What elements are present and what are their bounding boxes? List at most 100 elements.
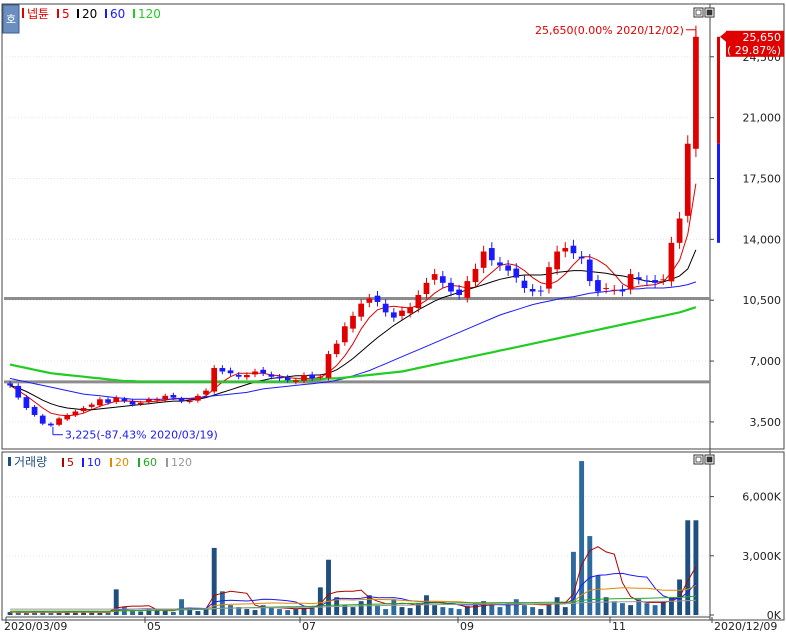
maximize-icon (695, 9, 702, 16)
candle-body (284, 377, 291, 381)
volume-bar (301, 608, 307, 615)
last-price-pointer (720, 31, 726, 42)
volume-legend-ma-marker (62, 458, 64, 467)
candle-body (578, 256, 585, 259)
volume-legend-ma-marker (166, 458, 168, 467)
candle-body (627, 274, 634, 290)
candle-body (88, 404, 95, 407)
volume-bar (546, 605, 552, 615)
volume-bar (530, 607, 536, 615)
close-icon (706, 456, 713, 463)
volume-bar (456, 609, 462, 615)
volume-bar (154, 610, 160, 615)
volume-bar (81, 612, 87, 615)
candle-body (341, 326, 348, 343)
volume-bar (203, 608, 209, 615)
candle-body (219, 368, 226, 372)
max-annotation: 25,650(0.00% 2020/12/02) (535, 24, 684, 37)
volume-legend-ma-label: 5 (67, 456, 74, 469)
volume-bar (415, 603, 421, 615)
x-axis-label: 2020/12/09 (714, 620, 777, 633)
volume-bar (497, 607, 503, 615)
volume-bar (187, 610, 193, 615)
volume-bar (579, 461, 585, 615)
window-buttons[interactable] (693, 7, 715, 465)
volume-bar (260, 605, 266, 615)
volume-legend-ma-label: 10 (87, 456, 101, 469)
candle-body (570, 245, 577, 254)
candle-body (488, 248, 495, 261)
legend-candle-marker (22, 8, 24, 18)
candle-body (146, 399, 152, 402)
volume-panel-border (1, 451, 785, 621)
volume-moving-averages (10, 546, 697, 613)
price-y-tick-label: 14,000 (743, 233, 782, 246)
candle-body (276, 376, 283, 379)
candle-body (317, 376, 324, 378)
volume-legend-ma-marker (138, 458, 140, 467)
volume-bar (317, 587, 323, 615)
volume-bar (170, 612, 176, 615)
volume-y-axis: 6,000K 3,000K 0K (710, 491, 782, 622)
candle-body (244, 374, 250, 378)
price-y-axis: 24,50021,00017,50014,00010,5007,0003,500… (710, 31, 784, 429)
candle-body (39, 415, 46, 424)
volume-bar (399, 607, 405, 615)
maximize-button[interactable] (693, 454, 704, 465)
volume-bar (562, 607, 568, 615)
x-axis-label: 2020/03/09 (4, 620, 67, 633)
candle-body (235, 374, 242, 377)
price-legend: 호 넵튠 5 20 60 120 (2, 4, 161, 34)
volume-bar (244, 609, 250, 615)
volume-bar (570, 551, 576, 615)
volume-bar (48, 613, 54, 615)
x-axis-label: 05 (147, 620, 161, 633)
candle-body (170, 394, 177, 398)
candle-body (562, 248, 569, 252)
maximize-button[interactable] (693, 7, 704, 18)
candle-body (309, 374, 316, 379)
legend-stock-name: 넵튠 (27, 7, 49, 21)
candle-body (611, 289, 618, 291)
candle-body (439, 276, 446, 283)
volume-bar (407, 608, 413, 615)
volume-bar (473, 603, 478, 615)
volume-legend-ma-label: 60 (143, 456, 157, 469)
volume-legend-marker (8, 457, 11, 466)
candle-body (64, 414, 71, 420)
volume-bar (195, 611, 201, 615)
candle-body (537, 290, 544, 292)
candle-body (31, 406, 38, 415)
candle-body (48, 423, 54, 426)
candle-body (137, 402, 144, 405)
candle-body (56, 418, 62, 425)
candle-body (162, 395, 169, 400)
volume-bar (342, 605, 348, 615)
legend-ma-label: 20 (82, 7, 97, 21)
price-annotations: 25,650(0.00% 2020/12/02) 3,225(-87.43% 20… (52, 24, 697, 442)
volume-bar (481, 601, 487, 615)
volume-ma-line-5 (10, 546, 697, 613)
volume-legend-title: 거래량 (14, 455, 47, 469)
candle-body (113, 397, 120, 402)
candle-body (23, 397, 30, 409)
candle-body (456, 289, 462, 295)
candle-body (586, 259, 593, 282)
legend-ma-marker (57, 9, 59, 18)
chart-frame (1, 3, 785, 621)
volume-bar (23, 613, 29, 615)
volume-bar (138, 611, 144, 615)
volume-bar (619, 603, 625, 615)
legend-ma-marker (105, 9, 107, 18)
candle-body (693, 36, 699, 149)
volume-bar (97, 612, 103, 615)
x-axis-label: 07 (302, 620, 316, 633)
candle-body (644, 280, 650, 282)
volume-bar (391, 599, 397, 615)
candle-body (211, 368, 218, 392)
candle-body (72, 411, 79, 416)
volume-bar (15, 612, 21, 615)
candle-body (129, 401, 136, 405)
volume-legend-ma-label: 20 (115, 456, 129, 469)
